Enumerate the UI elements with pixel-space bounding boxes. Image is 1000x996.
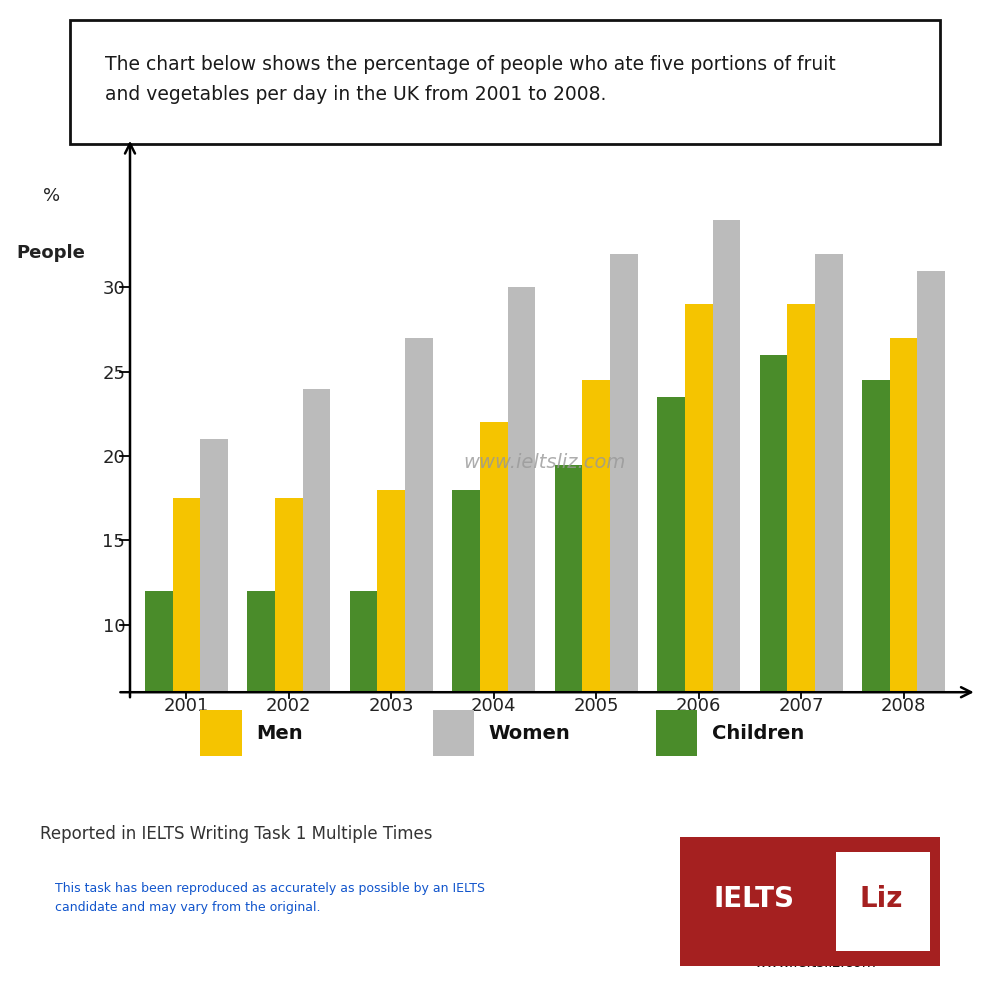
Bar <box>917 271 945 794</box>
Bar <box>862 380 890 794</box>
Bar <box>815 254 843 794</box>
Bar <box>890 338 917 794</box>
Bar <box>555 464 582 794</box>
Bar <box>685 304 713 794</box>
Bar <box>656 710 697 756</box>
Bar <box>610 254 638 794</box>
Text: Children: Children <box>712 723 804 743</box>
Text: Women: Women <box>488 723 570 743</box>
Text: www.ieltsliz.com: www.ieltsliz.com <box>754 955 876 970</box>
Bar <box>582 380 610 794</box>
Bar <box>350 591 377 794</box>
Text: www.ieltsliz.com: www.ieltsliz.com <box>464 452 626 472</box>
Bar <box>145 591 173 794</box>
Text: People: People <box>17 244 86 262</box>
Bar <box>303 388 330 794</box>
Bar <box>405 338 433 794</box>
Text: Men: Men <box>256 723 303 743</box>
Bar <box>200 439 228 794</box>
Bar <box>480 422 508 794</box>
Bar <box>200 710 242 756</box>
Bar <box>508 288 535 794</box>
Text: IELTS: IELTS <box>714 884 795 912</box>
Bar <box>433 710 474 756</box>
Bar <box>787 304 815 794</box>
Text: This task has been reproduced as accurately as possible by an IELTS
candidate an: This task has been reproduced as accurat… <box>55 882 485 914</box>
Text: %: % <box>43 186 60 205</box>
Text: Reported in IELTS Writing Task 1 Multiple Times: Reported in IELTS Writing Task 1 Multipl… <box>40 825 432 843</box>
Bar <box>836 853 930 950</box>
Bar <box>275 498 303 794</box>
Bar <box>452 490 480 794</box>
Bar <box>377 490 405 794</box>
Bar <box>173 498 200 794</box>
Bar <box>247 591 275 794</box>
Text: The chart below shows the percentage of people who ate five portions of fruit
an: The chart below shows the percentage of … <box>105 56 836 104</box>
Bar <box>760 355 787 794</box>
FancyBboxPatch shape <box>70 20 940 144</box>
Text: Liz: Liz <box>860 884 903 912</box>
Bar <box>657 397 685 794</box>
Bar <box>713 220 740 794</box>
